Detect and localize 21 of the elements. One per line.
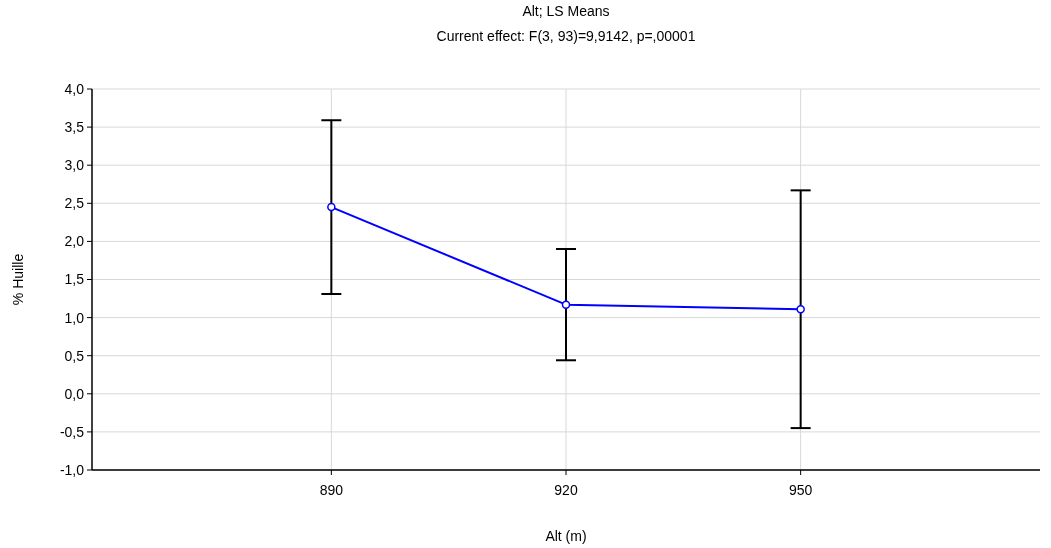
x-tick-label: 920 [554,482,578,498]
y-axis-title: % Huille [10,253,26,306]
point [796,304,805,314]
y-tick-label: 1,5 [64,271,85,288]
point [327,202,336,212]
y-tick-label: 0,0 [64,385,85,402]
y-tick-label: 3,5 [64,119,85,135]
x-axis-title: Alt (m) [545,528,587,544]
y-tick-label: 3,0 [64,157,85,174]
x-tick-label: 890 [319,482,344,498]
chart-subtitle: Current effect: F(3, 93)=9,9142, p=,00001 [436,28,696,44]
chart-title: Alt; LS Means [522,3,610,19]
y-tick-label: 2,0 [64,233,85,250]
y-tick-label: 4,0 [64,80,85,97]
y-tick-label: -1,0 [59,461,85,478]
x-tick-label: 950 [788,482,813,498]
point [561,300,571,309]
y-tick-label: -0,5 [59,423,85,440]
y-tick-label: 1,0 [64,309,85,326]
y-tick-label: 0,5 [64,347,85,364]
y-tick-label: 2,5 [64,195,85,212]
